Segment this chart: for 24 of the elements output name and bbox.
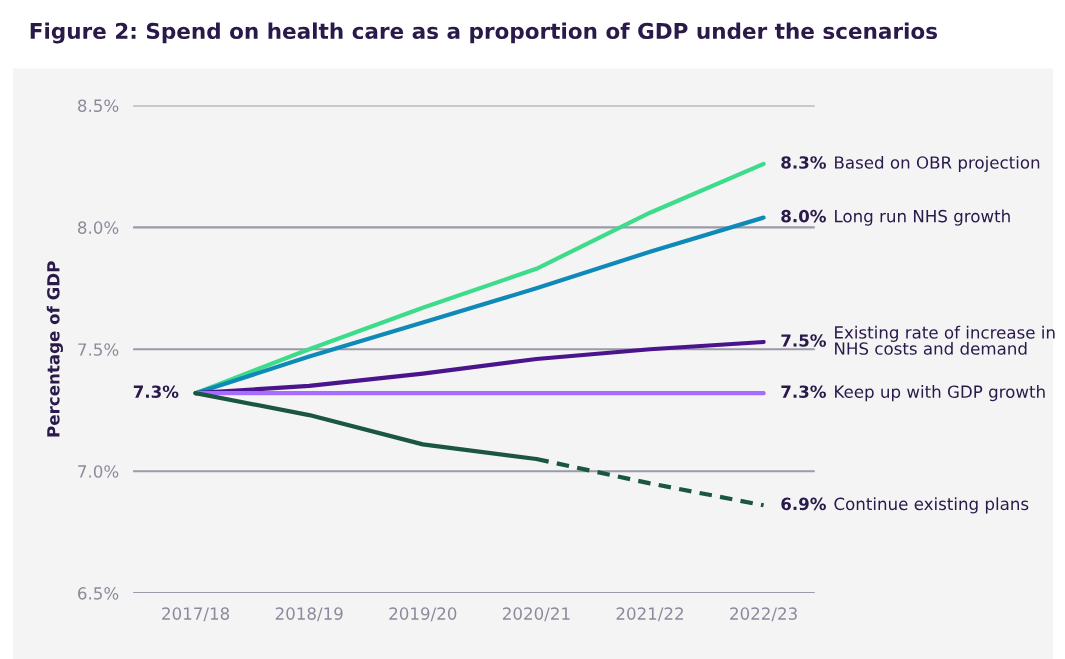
x-tick-label: 2018/19 xyxy=(275,607,343,622)
chart-title: Figure 2: Spend on health care as a proportion of GDP under the scenarios xyxy=(30,22,937,44)
x-tick-label: 2017/18 xyxy=(162,607,230,622)
data-label: 7.5% xyxy=(781,334,826,347)
text: Continue existing plans xyxy=(834,497,1029,514)
text: Based on OBR projection xyxy=(835,155,1040,173)
x-tick-label: 2020/21 xyxy=(503,607,570,622)
text: Keep up with GDP growth xyxy=(835,385,1045,402)
x-tick-label: 2019/20 xyxy=(389,607,457,622)
data-label: 8.3% xyxy=(781,156,826,169)
text: Existing rate of increase in NHS costs and demand xyxy=(835,325,1055,355)
annotation: 7.3% xyxy=(133,385,179,398)
data-label: 8.0% xyxy=(781,209,826,223)
y-tick-label: 8.0% xyxy=(78,221,119,234)
x-tick-label: 2022/23 xyxy=(730,607,797,622)
x-tick-label: 2021/22 xyxy=(616,607,683,622)
y-tick-label: 8.5% xyxy=(78,99,119,113)
data-label: 6.9% xyxy=(781,497,826,511)
text: Long run NHS growth xyxy=(835,209,1010,226)
y-tick-label: 7.5% xyxy=(78,343,119,356)
y-tick-label: 6.5% xyxy=(78,587,119,600)
y-tick-label: 7.0% xyxy=(78,465,119,478)
y-axis-title: Percentage of GDP xyxy=(46,261,64,437)
data-label: 7.3% xyxy=(781,385,826,398)
